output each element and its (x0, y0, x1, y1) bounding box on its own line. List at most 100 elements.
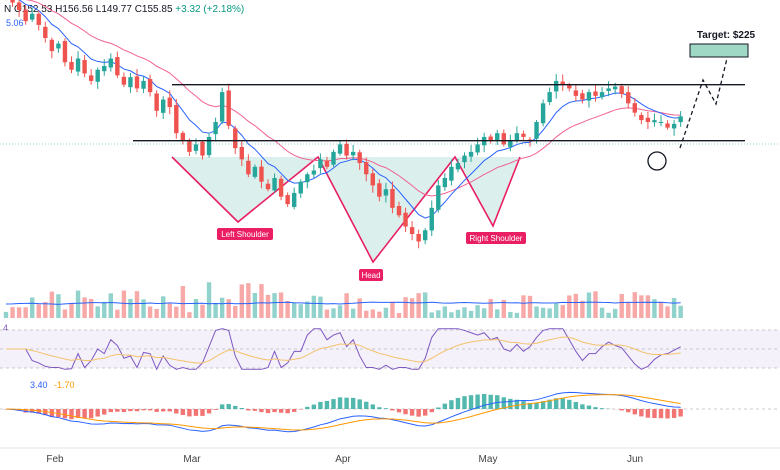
candle-body (128, 77, 132, 87)
volume-bar (259, 284, 263, 318)
volume-bar (593, 291, 597, 318)
volume-bar (174, 307, 178, 318)
volume-bar (141, 299, 145, 318)
macd-hist-bar (443, 404, 447, 409)
month-label-mar: Mar (183, 454, 201, 465)
volume-bar (456, 310, 460, 318)
macd-hist-bar (665, 409, 669, 418)
candle-body (469, 152, 473, 157)
volume-ma-line (6, 302, 681, 304)
volume-bar (89, 299, 93, 318)
candle-body (168, 98, 172, 107)
volume-bar (606, 313, 610, 318)
macd-hist-bar (325, 401, 329, 409)
macd-hist-bar (213, 409, 217, 410)
volume-pane (4, 282, 683, 318)
annotations: Target: $225 Left Shoulder Head Right Shoul… (217, 30, 756, 281)
volume-bar (462, 307, 466, 318)
candle-body (331, 152, 335, 165)
macd-hist-bar (128, 409, 132, 411)
macd-hist-bar (344, 398, 348, 409)
volume-bar (96, 306, 100, 318)
candle-body (633, 103, 637, 112)
month-label-apr: Apr (335, 454, 351, 465)
volume-bar (76, 291, 80, 318)
target-label: Target: $225 (697, 30, 756, 41)
volume-bar (69, 303, 73, 318)
month-label-feb: Feb (46, 454, 64, 465)
volume-bar (430, 312, 434, 318)
volume-bar (331, 308, 335, 318)
volume-bar (515, 313, 519, 318)
volume-bar (161, 296, 165, 318)
macd-hist-bar (299, 409, 303, 410)
macd-hist-bar (168, 409, 172, 411)
candle-body (554, 81, 558, 91)
volume-bar (122, 291, 126, 318)
candle-body (325, 161, 329, 167)
candle-body (318, 159, 322, 168)
volume-bar (587, 293, 591, 318)
volume-bar (213, 303, 217, 318)
macd-hist-bar (338, 397, 342, 409)
volume-bar (200, 305, 204, 318)
candle-body (82, 60, 86, 73)
candle-body (672, 124, 676, 129)
macd-hist-bar (430, 409, 434, 412)
candle-body (122, 77, 126, 85)
volume-bar (620, 294, 624, 318)
candle-body (187, 141, 191, 151)
macd-hist-bar (141, 409, 145, 410)
macd-hist-bar (587, 406, 591, 409)
volume-bar (82, 297, 86, 318)
macd-hist-bar (672, 409, 676, 418)
macd-hist-bar (574, 402, 578, 409)
left-shoulder-label: Left Shoulder (221, 230, 269, 239)
macd-hist-bar (207, 409, 211, 413)
volume-bar (436, 310, 440, 318)
candle-body (436, 185, 440, 209)
candle-body (567, 85, 571, 88)
macd-hist-bar (351, 398, 355, 409)
volume-bar (56, 294, 60, 318)
candle-body (646, 118, 650, 122)
volume-bar (233, 306, 237, 318)
candle-body (358, 152, 362, 163)
macd-hist-bar (305, 407, 309, 409)
macd-hist-bar (436, 408, 440, 409)
candle-body (620, 86, 624, 94)
macd-hist-bar (358, 399, 362, 409)
volume-bar (279, 292, 283, 318)
macd-hist-bar (69, 409, 73, 419)
macd-hist-bar (135, 409, 139, 411)
volume-bar (63, 309, 67, 318)
macd-hist-bar (534, 403, 538, 409)
candle-body (495, 133, 499, 141)
volume-bar (580, 301, 584, 318)
candle-body (96, 70, 100, 82)
candle-body (220, 92, 224, 121)
candle-body (449, 167, 453, 181)
macd-hist-bar (489, 395, 493, 409)
volume-bar (292, 303, 296, 318)
volume-bar (633, 292, 637, 318)
volume-bar (600, 308, 604, 318)
volume-bar (220, 298, 224, 318)
candle-body (109, 59, 113, 68)
candle-body (148, 79, 152, 92)
candle-body (652, 120, 656, 122)
candle-body (285, 195, 289, 204)
macd-pane (0, 392, 780, 431)
macd-hist-bar (115, 409, 119, 412)
candle-body (233, 128, 237, 148)
macd-hist-bar (148, 409, 152, 410)
macd-hist-bar (626, 409, 630, 412)
macd-hist-bar (89, 409, 93, 418)
volume-bar (547, 308, 551, 318)
macd-hist-bar (620, 409, 624, 410)
volume-bar (358, 298, 362, 318)
candle-body (292, 193, 296, 207)
macd-hist-bar (410, 409, 414, 416)
macd-line (6, 392, 681, 431)
